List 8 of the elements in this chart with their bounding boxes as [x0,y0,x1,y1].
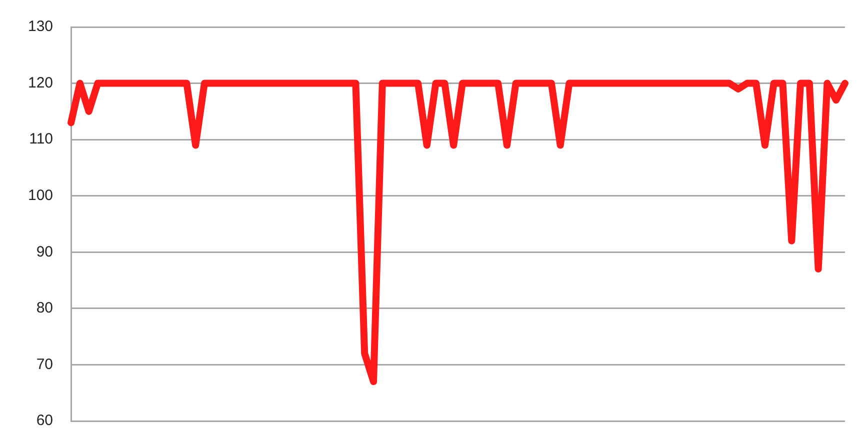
y-tick-label: 110 [29,130,54,148]
y-tick-label: 130 [28,18,54,36]
y-tick-label: 120 [28,74,54,92]
y-tick-label: 90 [36,243,54,260]
y-tick-label: 80 [36,300,54,317]
y-tick-label: 60 [36,412,54,430]
y-tick-label: 70 [36,356,54,373]
y-tick-label: 100 [28,187,54,204]
